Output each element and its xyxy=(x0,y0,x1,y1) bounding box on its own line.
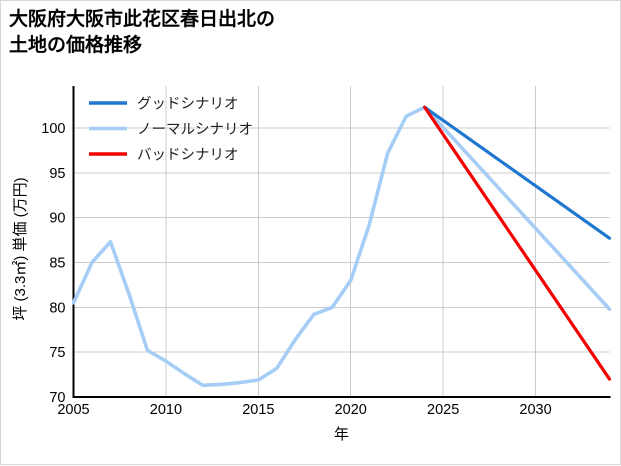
x-tick-label: 2020 xyxy=(335,402,367,418)
y-tick-label: 100 xyxy=(41,121,65,137)
y-axis-title: 坪 (3.3㎡) 単価 (万円) xyxy=(12,177,29,320)
y-tick-label: 75 xyxy=(49,345,65,361)
y-tick-label: 70 xyxy=(49,390,65,406)
series-line-グッドシナリオ xyxy=(423,105,612,240)
y-tick-label: 90 xyxy=(49,211,65,227)
x-tick-label: 2005 xyxy=(57,402,89,418)
y-tick-label: 85 xyxy=(49,255,65,271)
series-lines xyxy=(71,105,612,388)
series-line-バッドシナリオ xyxy=(423,105,612,381)
legend-label-2: バッドシナリオ xyxy=(137,148,239,164)
axis-lines xyxy=(72,86,611,399)
legend-label-1: ノーマルシナリオ xyxy=(137,122,253,138)
x-tick-label: 2025 xyxy=(427,402,459,418)
y-tick-label: 95 xyxy=(49,166,65,182)
x-axis-tick-labels: 2005 2010 2015 2020 2025 2030 xyxy=(57,402,551,418)
y-tick-label: 80 xyxy=(49,300,65,316)
series-line-ノーマルシナリオ xyxy=(71,105,612,388)
page-title: 大阪府大阪市此花区春日出北の 土地の価格推移 xyxy=(9,9,276,57)
y-axis-tick-labels: 70 75 80 85 90 95 100 xyxy=(41,121,65,406)
axis-titles: 年 坪 (3.3㎡) 単価 (万円) xyxy=(12,177,349,443)
x-axis-title: 年 xyxy=(334,426,349,443)
legend-label-0: グッドシナリオ xyxy=(137,96,239,113)
x-tick-label: 2015 xyxy=(242,402,274,418)
x-tick-label: 2010 xyxy=(150,402,182,418)
x-tick-label: 2030 xyxy=(519,402,551,418)
